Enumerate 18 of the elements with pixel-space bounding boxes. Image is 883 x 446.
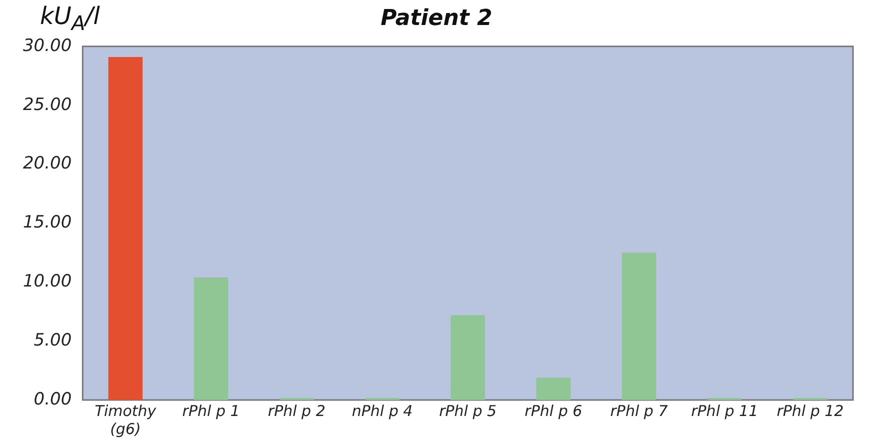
y-tick-label: 0.00 [34,389,72,410]
x-tick-label: Timothy (g6) [94,402,158,438]
y-tick-label: 25.00 [22,94,72,115]
y-tick-label: 10.00 [22,272,72,292]
x-tick-label: rPhl p 5 [439,402,497,420]
x-tick-label: rPhl p 12 [776,402,844,420]
x-tick-label: rPhl p 2 [268,402,326,420]
x-tick-label: rPhl p 1 [182,402,240,420]
y-axis-title: kU$_{A}$/l [40,2,100,35]
x-tick-label: rPhl p 6 [524,402,582,420]
y-tick-label: 30.00 [22,36,72,56]
chart-title: Patient 2 [380,6,492,31]
x-tick-label: rPhl p 11 [691,402,758,420]
y-tick-label: 15.00 [22,212,72,233]
y-tick-label: 20.00 [22,154,72,174]
x-tick-label: rPhl p 7 [610,402,668,420]
y-tick-label: 5.00 [34,330,72,350]
x-tick-label: nPhl p 4 [352,402,413,420]
